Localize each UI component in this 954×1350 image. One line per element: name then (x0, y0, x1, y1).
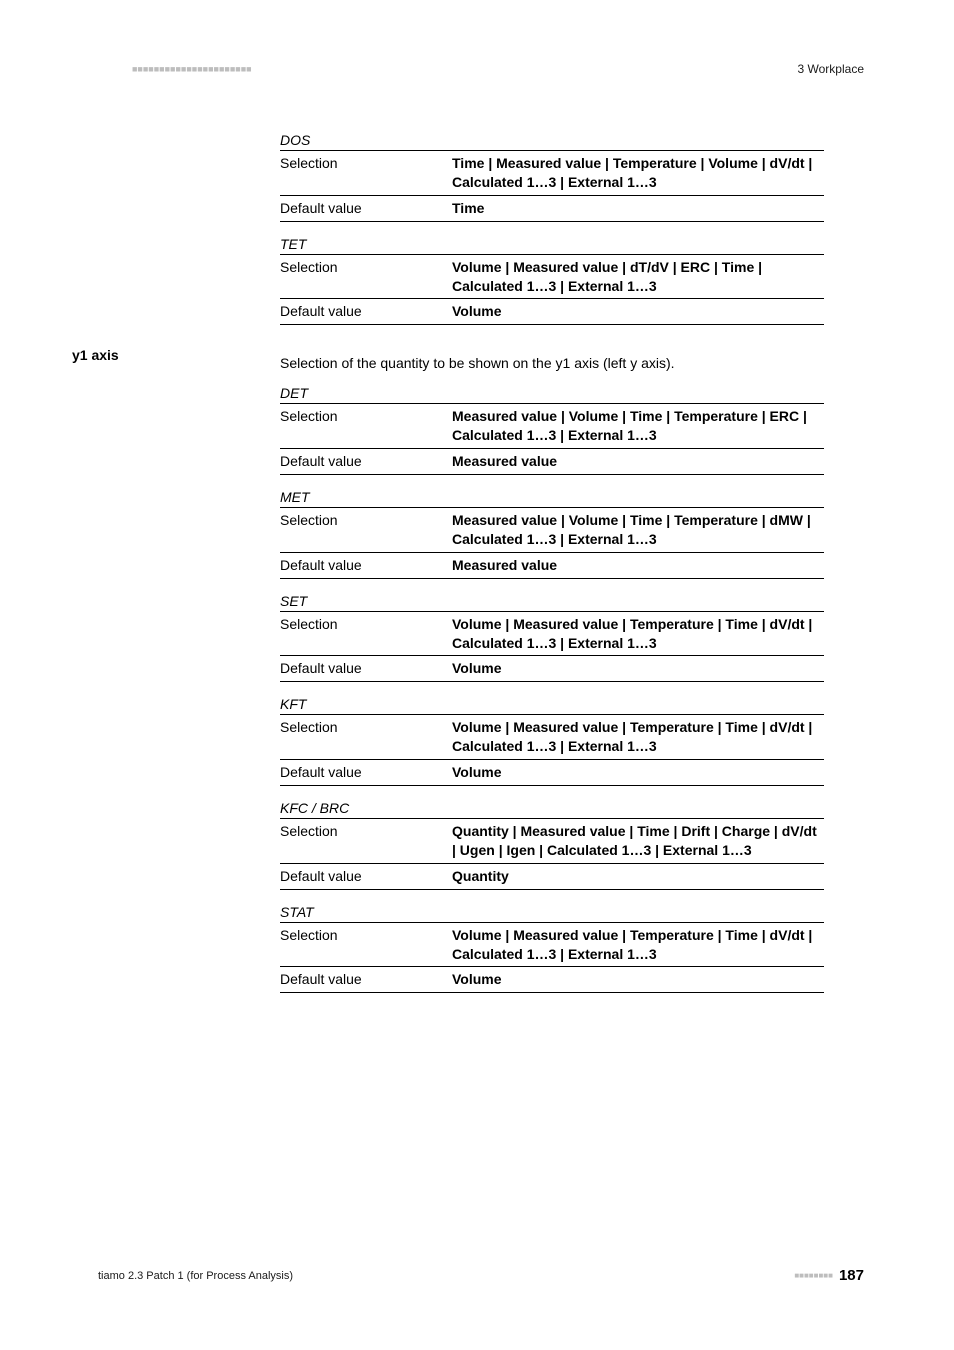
row-label: Default value (280, 452, 452, 471)
y1-axis-heading: y1 axis (72, 347, 119, 363)
row-label: Selection (280, 407, 452, 445)
page-content: DOS Selection Time | Measured value | Te… (132, 118, 864, 993)
y1-content: Selection of the quantity to be shown on… (280, 355, 824, 993)
row-label: Selection (280, 926, 452, 964)
group-tet: TET Selection Volume | Measured value | … (280, 236, 824, 326)
group-label: DOS (280, 132, 824, 148)
table-row: Default value Quantity (280, 863, 824, 890)
group-set: SET Selection Volume | Measured value | … (280, 593, 824, 683)
row-value: Quantity | Measured value | Time | Drift… (452, 822, 824, 860)
table-row: Default value Volume (280, 759, 824, 786)
table-row: Selection Volume | Measured value | Temp… (280, 714, 824, 759)
section-dos-tet: DOS Selection Time | Measured value | Te… (280, 132, 824, 325)
group-label: SET (280, 593, 824, 609)
row-value: Measured value (452, 556, 824, 575)
table-row: Default value Measured value (280, 448, 824, 475)
row-value: Volume (452, 763, 824, 782)
row-label: Default value (280, 867, 452, 886)
table-row: Selection Measured value | Volume | Time… (280, 507, 824, 552)
row-value: Measured value | Volume | Time | Tempera… (452, 407, 824, 445)
row-value: Measured value | Volume | Time | Tempera… (452, 511, 824, 549)
row-label: Selection (280, 615, 452, 653)
row-label: Default value (280, 970, 452, 989)
row-label: Default value (280, 763, 452, 782)
table-row: Default value Volume (280, 966, 824, 993)
row-value: Volume | Measured value | dT/dV | ERC | … (452, 258, 824, 296)
group-label: KFC / BRC (280, 800, 824, 816)
y1-intro-text: Selection of the quantity to be shown on… (280, 355, 824, 371)
row-label: Default value (280, 199, 452, 218)
group-label: TET (280, 236, 824, 252)
group-det: DET Selection Measured value | Volume | … (280, 385, 824, 475)
row-value: Volume (452, 970, 824, 989)
table-row: Default value Measured value (280, 552, 824, 579)
page-number: 187 (839, 1267, 864, 1284)
table-row: Default value Volume (280, 298, 824, 325)
table-row: Selection Volume | Measured value | Temp… (280, 922, 824, 967)
group-label: STAT (280, 904, 824, 920)
header-dashes: ■■■■■■■■■■■■■■■■■■■■■■ (132, 64, 252, 74)
group-label: MET (280, 489, 824, 505)
footer-product-name: tiamo 2.3 Patch 1 (for Process Analysis) (98, 1270, 293, 1282)
page-header: ■■■■■■■■■■■■■■■■■■■■■■ 3 Workplace (132, 62, 864, 76)
row-label: Default value (280, 302, 452, 321)
table-row: Selection Measured value | Volume | Time… (280, 403, 824, 448)
header-section-title: 3 Workplace (798, 62, 864, 76)
footer-page-indicator: ■■■■■■■■ 187 (794, 1267, 864, 1284)
row-value: Quantity (452, 867, 824, 886)
row-label: Default value (280, 659, 452, 678)
row-label: Selection (280, 258, 452, 296)
table-row: Selection Quantity | Measured value | Ti… (280, 818, 824, 863)
row-label: Selection (280, 511, 452, 549)
row-value: Volume | Measured value | Temperature | … (452, 615, 824, 653)
row-value: Volume (452, 302, 824, 321)
row-value: Volume (452, 659, 824, 678)
group-label: KFT (280, 696, 824, 712)
table-row: Selection Time | Measured value | Temper… (280, 150, 824, 195)
footer-dashes: ■■■■■■■■ (794, 1271, 833, 1280)
group-label: DET (280, 385, 824, 401)
row-value: Volume | Measured value | Temperature | … (452, 718, 824, 756)
page-footer: tiamo 2.3 Patch 1 (for Process Analysis)… (98, 1267, 864, 1284)
row-value: Time (452, 199, 824, 218)
table-row: Default value Time (280, 195, 824, 222)
row-label: Selection (280, 154, 452, 192)
row-value: Time | Measured value | Temperature | Vo… (452, 154, 824, 192)
table-row: Selection Volume | Measured value | dT/d… (280, 254, 824, 299)
row-label: Default value (280, 556, 452, 575)
row-label: Selection (280, 718, 452, 756)
row-label: Selection (280, 822, 452, 860)
table-row: Default value Volume (280, 655, 824, 682)
row-value: Measured value (452, 452, 824, 471)
row-value: Volume | Measured value | Temperature | … (452, 926, 824, 964)
group-kft: KFT Selection Volume | Measured value | … (280, 696, 824, 786)
group-dos: DOS Selection Time | Measured value | Te… (280, 132, 824, 222)
group-kfc-brc: KFC / BRC Selection Quantity | Measured … (280, 800, 824, 890)
group-met: MET Selection Measured value | Volume | … (280, 489, 824, 579)
group-stat: STAT Selection Volume | Measured value |… (280, 904, 824, 994)
table-row: Selection Volume | Measured value | Temp… (280, 611, 824, 656)
